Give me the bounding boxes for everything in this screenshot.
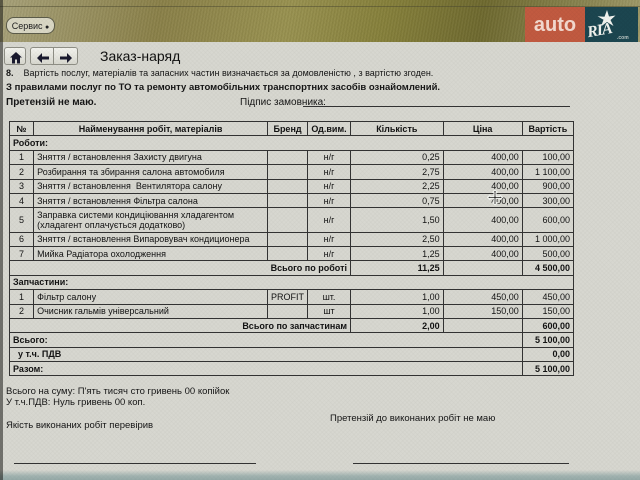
- svg-text:RIA: RIA: [585, 20, 614, 41]
- svg-text:.com: .com: [617, 35, 629, 41]
